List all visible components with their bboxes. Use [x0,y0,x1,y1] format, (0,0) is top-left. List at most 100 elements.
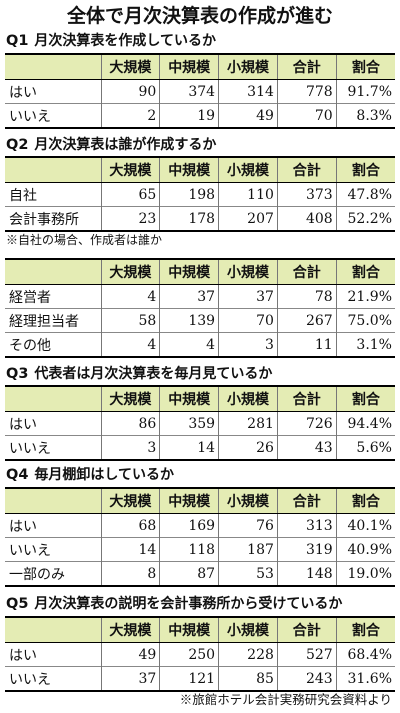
table-cell: 314 [218,79,278,104]
column-header: 割合 [335,157,395,183]
table-row: 経理担当者 58 139 70 267 75.0% [5,308,395,333]
column-header: 大規模 [100,488,160,514]
row-label: いいえ [5,435,101,460]
q3-table: 大規模 中規模 小規模 合計 割合 はい 86 359 281 726 94.4% いいえ 3 14 26 4… [5,385,395,461]
column-header: 大規模 [100,617,160,643]
column-header: 小規模 [218,157,278,183]
table-cell: 187 [218,537,278,562]
table-cell: 14 [100,537,160,562]
column-header: 合計 [276,259,337,285]
q3-number: Q3 [6,366,29,382]
q2-sub-table: 大規模 中規模 小規模 合計 割合 経営者 4 37 37 78 21.9% 経理担当者 58 139 70… [5,258,395,358]
source-note: ※旅館ホテル会計実務研究会資料より [179,692,392,707]
table-cell: 70 [276,103,337,128]
row-label: はい [9,647,37,664]
table-cell: 11 [276,332,337,357]
column-header: 中規模 [159,617,219,643]
q1-number: Q1 [6,33,29,49]
table-cell: 94.4% [335,411,395,436]
table-cell: 8.3% [335,103,395,128]
table-cell: 76 [218,513,278,538]
table-row: 一部のみ 8 87 53 148 19.0% [5,561,395,586]
table-cell: 178 [159,206,219,231]
column-header: 割合 [335,617,395,643]
row-label: いいえ [5,537,101,562]
column-header: 割合 [335,54,395,80]
table-cell: 527 [276,642,337,667]
table-cell: 75.0% [335,308,395,333]
q2-table: 大規模 中規模 小規模 合計 割合 自社 65 198 110 373 47.8% 会計事務所 23 17… [5,156,395,232]
column-header: 割合 [335,488,395,514]
table-cell: 31.6% [335,666,395,691]
header-row: 大規模 中規模 小規模 合計 割合 [5,54,395,80]
table-row: はい 68 169 76 313 40.1% [5,513,395,538]
column-header: 中規模 [159,488,219,514]
row-label: はい [9,518,37,535]
table-cell: 91.7% [335,79,395,104]
column-header: 小規模 [218,54,278,80]
table-cell: 408 [276,206,337,231]
table-row: いいえ 37 121 85 243 31.6% [5,666,395,691]
table-row: はい 86 359 281 726 94.4% [5,411,395,436]
table-cell: 19.0% [335,561,395,586]
row-label: はい [9,416,37,433]
table-cell: 65 [100,182,160,207]
table-row: いいえ 2 19 49 70 8.3% [5,103,395,128]
table-cell: 58 [100,308,160,333]
table-cell: 118 [159,537,219,562]
table-cell: 90 [100,79,160,104]
column-header: 中規模 [159,157,219,183]
table-cell: 726 [276,411,337,436]
column-header: 合計 [276,54,337,80]
table-row: いいえ 3 14 26 43 5.6% [5,435,395,460]
column-header: 小規模 [218,617,278,643]
column-header: 割合 [335,386,395,412]
header-corner [5,386,101,412]
table-cell: 3.1% [335,332,395,357]
row-label: 会計事務所 [5,206,101,231]
table-row: その他 4 4 3 11 3.1% [5,332,395,357]
q2-number: Q2 [6,137,29,153]
table-cell: 121 [159,666,219,691]
table-cell: 374 [159,79,219,104]
header-row: 大規模 中規模 小規模 合計 割合 [5,157,395,183]
header-corner [5,617,101,643]
table-cell: 68.4% [335,642,395,667]
table-cell: 359 [159,411,219,436]
table-cell: 281 [218,411,278,436]
table-row: はい 90 374 314 778 91.7% [5,79,395,104]
q5-heading: Q5 月次決算表の説明を会計事務所から受けているか [6,594,396,614]
table-cell: 85 [218,666,278,691]
table-cell: 40.9% [335,537,395,562]
q3-heading: Q3 代表者は月次決算表を毎月見ているか [6,364,396,384]
column-header: 小規模 [218,259,278,285]
row-label: その他 [5,332,101,357]
table-cell: 2 [100,103,160,128]
table-cell: 4 [100,284,160,309]
q4-question: 毎月棚卸はしているか [34,467,175,483]
table-cell: 14 [159,435,219,460]
table-cell: 70 [218,308,278,333]
table-cell: 319 [276,537,337,562]
table-cell: 87 [159,561,219,586]
q2-note: ※自社の場合、作成者は誰か [6,233,163,247]
table-cell: 53 [218,561,278,586]
header-row: 大規模 中規模 小規模 合計 割合 [5,259,395,285]
table-cell: 110 [218,182,278,207]
column-header: 合計 [276,488,337,514]
q2-heading: Q2 月次決算表は誰が作成するか [6,135,396,155]
table-cell: 198 [159,182,219,207]
q4-table: 大規模 中規模 小規模 合計 割合 はい 68 169 76 313 40.1% いいえ 14 118 18… [5,487,395,587]
table-cell: 373 [276,182,337,207]
table-cell: 250 [159,642,219,667]
row-label: 一部のみ [5,561,101,586]
row-label: 経理担当者 [5,308,101,333]
table-cell: 778 [276,79,337,104]
column-header: 大規模 [100,259,160,285]
row-label: いいえ [5,666,101,691]
column-header: 大規模 [100,54,160,80]
table-cell: 23 [100,206,160,231]
table-cell: 169 [159,513,219,538]
q3-question: 代表者は月次決算表を毎月見ているか [34,366,273,382]
